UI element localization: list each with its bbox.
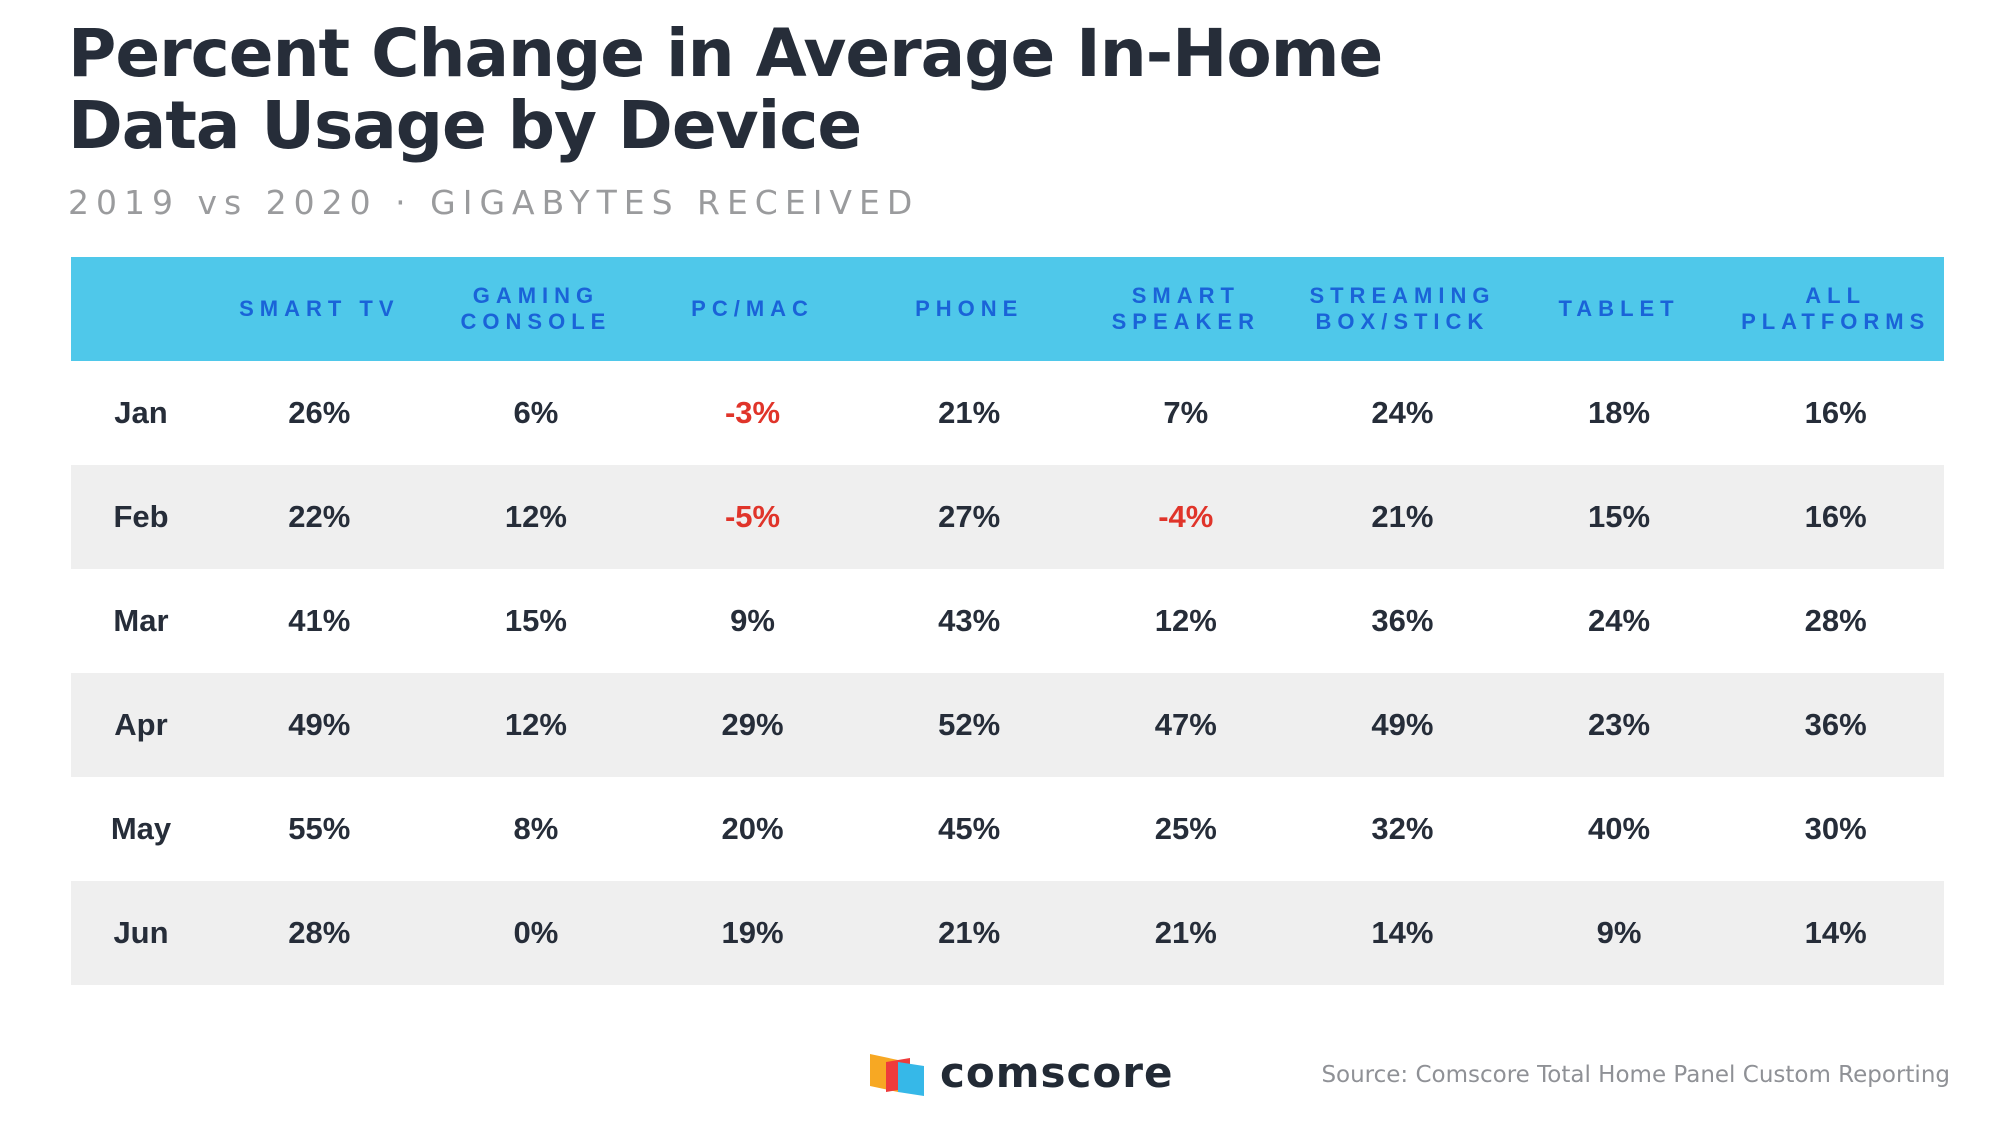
column-header: SMART TV (211, 257, 428, 361)
row-label: Mar (113, 603, 169, 638)
data-cell: 16% (1727, 465, 1944, 569)
table-row: Jun 28% 0% 19% 21% 21% 14% 9% 14% (71, 881, 1944, 985)
chart-subtitle: 2019 vs 2020 · GIGABYTES RECEIVED (68, 183, 920, 222)
data-cell: 20% (721, 811, 784, 846)
data-cell: 27% (860, 465, 1078, 569)
data-cell: 29% (644, 673, 861, 777)
row-label: Feb (71, 465, 211, 569)
header-corner (71, 257, 211, 361)
data-cell: 28% (211, 881, 428, 985)
data-cell: 15% (504, 603, 567, 638)
data-table: SMART TV GAMING CONSOLE PC/MAC PHONE SMART SPE… (71, 257, 1944, 985)
table-body: Jan 26% 6% -3% 21% 7% 24% 18% 16% Feb 22% 12% -5% 27%… (71, 361, 1944, 985)
column-header: SMART SPEAKER (1077, 257, 1295, 361)
data-cell: -4% (1077, 465, 1295, 569)
column-header-line: PHONE (915, 296, 1024, 321)
column-header: PC/MAC (644, 257, 861, 361)
row-label: May (110, 811, 172, 846)
data-cell: 36% (1727, 673, 1944, 777)
column-header: TABLET (1510, 257, 1728, 361)
data-cell: 24% (1588, 603, 1651, 638)
data-cell: 26% (288, 395, 351, 430)
column-header-line: SMART (1131, 283, 1240, 308)
data-cell: 21% (938, 395, 1001, 430)
data-cell: 36% (1371, 603, 1434, 638)
column-header: PHONE (860, 257, 1078, 361)
data-cell: -5% (644, 465, 861, 569)
table-row: Feb 22% 12% -5% 27% -4% 21% 15% 16% (71, 465, 1944, 569)
column-header-line: PLATFORMS (1741, 309, 1931, 334)
data-cell: 45% (938, 811, 1001, 846)
data-cell: 21% (860, 881, 1078, 985)
row-label: Jun (71, 881, 211, 985)
data-cell: 9% (1510, 881, 1728, 985)
column-header-line: PC/MAC (691, 296, 814, 321)
data-cell: 14% (1294, 881, 1511, 985)
data-cell: 52% (860, 673, 1078, 777)
data-cell: -3% (724, 395, 781, 430)
row-label: Apr (71, 673, 211, 777)
data-cell: 15% (1510, 465, 1728, 569)
data-cell: 49% (211, 673, 428, 777)
column-header-line: ALL (1805, 283, 1867, 308)
table-row: May 55% 8% 20% 45% 25% 32% 40% 30% (71, 777, 1944, 881)
data-cell: 24% (1371, 395, 1434, 430)
table-row: Jan 26% 6% -3% 21% 7% 24% 18% 16% (71, 361, 1944, 465)
table-row: Mar 41% 15% 9% 43% 12% 36% 24% 28% (71, 569, 1944, 673)
column-header: GAMING CONSOLE (427, 257, 645, 361)
chart-title-line-1: Percent Change in Average In-Home (68, 15, 1383, 92)
column-header-line: STREAMING (1309, 283, 1496, 308)
data-cell: 9% (730, 603, 775, 638)
data-cell: 18% (1588, 395, 1651, 430)
data-cell: 21% (1294, 465, 1511, 569)
data-cell: 23% (1510, 673, 1728, 777)
data-cell: 30% (1804, 811, 1867, 846)
table-row: Apr 49% 12% 29% 52% 47% 49% 23% 36% (71, 673, 1944, 777)
comscore-logo-icon (870, 1054, 924, 1096)
column-header-line: SPEAKER (1111, 309, 1260, 334)
chart-title: Percent Change in Average In-Home Data U… (68, 18, 1468, 162)
data-cell: 19% (644, 881, 861, 985)
data-cell: 8% (513, 811, 559, 846)
data-cell: 12% (427, 465, 645, 569)
row-label: Jan (114, 395, 168, 430)
data-cell: 7% (1163, 395, 1209, 430)
data-cell: 49% (1294, 673, 1511, 777)
data-cell: 32% (1371, 811, 1434, 846)
column-header: ALL PLATFORMS (1727, 257, 1944, 361)
data-cell: 12% (427, 673, 645, 777)
column-header-line: CONSOLE (460, 309, 612, 334)
source-note: Source: Comscore Total Home Panel Custom… (1321, 1062, 1950, 1088)
column-header: STREAMING BOX/STICK (1294, 257, 1511, 361)
header-row: SMART TV GAMING CONSOLE PC/MAC PHONE SMART SPE… (71, 257, 1944, 361)
data-cell: 55% (288, 811, 351, 846)
column-header-line: GAMING (472, 283, 600, 308)
data-cell: 16% (1804, 395, 1867, 430)
data-cell: 0% (427, 881, 645, 985)
data-cell: 12% (1154, 603, 1217, 638)
data-cell: 43% (938, 603, 1001, 638)
data-cell: 14% (1727, 881, 1944, 985)
data-cell: 47% (1077, 673, 1295, 777)
data-cell: 25% (1154, 811, 1217, 846)
column-header-line: SMART TV (239, 296, 400, 321)
data-cell: 28% (1804, 603, 1867, 638)
table-header: SMART TV GAMING CONSOLE PC/MAC PHONE SMART SPE… (71, 257, 1944, 361)
data-cell: 22% (211, 465, 428, 569)
brand-name: comscore (940, 1048, 1174, 1097)
column-header-line: BOX/STICK (1315, 309, 1490, 334)
data-cell: 21% (1077, 881, 1295, 985)
column-header-line: TABLET (1558, 296, 1680, 321)
chart-title-line-2: Data Usage by Device (68, 87, 862, 164)
data-cell: 40% (1588, 811, 1651, 846)
data-cell: 6% (513, 395, 559, 430)
data-cell: 41% (288, 603, 351, 638)
